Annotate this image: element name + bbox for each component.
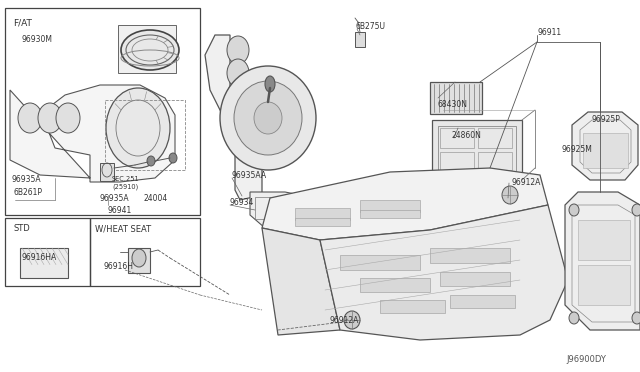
Bar [432, 120, 522, 180]
Ellipse shape [121, 30, 179, 70]
Ellipse shape [227, 59, 249, 87]
Bar [118, 25, 176, 73]
Ellipse shape [632, 204, 640, 216]
Bar [440, 128, 474, 148]
Polygon shape [572, 112, 638, 180]
Ellipse shape [56, 103, 80, 133]
Ellipse shape [227, 82, 249, 110]
Text: 24860N: 24860N [452, 131, 482, 140]
Text: 96912A: 96912A [330, 316, 360, 325]
Text: 6B275U: 6B275U [355, 22, 385, 31]
Polygon shape [262, 168, 548, 240]
Bar [360, 200, 420, 212]
Bar [355, 32, 365, 47]
Bar [440, 272, 510, 286]
Text: 96911: 96911 [537, 28, 561, 37]
Bar [360, 278, 430, 292]
Text: 96935A: 96935A [99, 194, 129, 203]
Bar [100, 163, 114, 181]
Text: 96912A: 96912A [511, 178, 540, 187]
Bar [340, 255, 420, 270]
Bar [438, 126, 516, 174]
Bar [105, 100, 185, 170]
Ellipse shape [227, 36, 249, 64]
Ellipse shape [502, 186, 518, 204]
Ellipse shape [254, 102, 282, 134]
Bar [583, 133, 628, 168]
Bar [295, 208, 350, 220]
Text: 68430N: 68430N [438, 100, 468, 109]
Text: STD: STD [13, 224, 29, 233]
Ellipse shape [632, 312, 640, 324]
Ellipse shape [169, 153, 177, 163]
Ellipse shape [38, 103, 62, 133]
Text: 24004: 24004 [143, 194, 167, 203]
Bar [90, 218, 200, 286]
Bar [276, 197, 294, 219]
Polygon shape [205, 35, 262, 200]
Text: F/AT: F/AT [13, 18, 32, 27]
Ellipse shape [147, 156, 155, 166]
Bar [5, 218, 90, 286]
Ellipse shape [344, 311, 360, 329]
Bar [578, 220, 630, 260]
Polygon shape [10, 85, 175, 182]
Bar [295, 218, 350, 226]
Text: 96941: 96941 [108, 206, 132, 215]
Text: J96900DY: J96900DY [566, 355, 606, 364]
Text: 6B261P: 6B261P [13, 188, 42, 197]
Bar [478, 128, 512, 148]
Text: W/HEAT SEAT: W/HEAT SEAT [95, 224, 151, 233]
Text: SEC.251: SEC.251 [112, 176, 140, 182]
Bar [478, 152, 512, 170]
Text: (25910): (25910) [112, 184, 138, 190]
Bar [128, 248, 150, 273]
Bar [450, 295, 515, 308]
Bar [430, 82, 482, 114]
Polygon shape [262, 228, 340, 335]
Bar [20, 248, 68, 278]
Ellipse shape [132, 249, 146, 267]
Ellipse shape [106, 88, 170, 168]
Text: 96930M: 96930M [22, 35, 53, 44]
Polygon shape [565, 192, 640, 330]
Text: 96925P: 96925P [591, 115, 620, 124]
Bar [255, 197, 273, 219]
Text: 96925M: 96925M [562, 145, 593, 154]
Text: 96935A: 96935A [12, 175, 42, 184]
Ellipse shape [265, 76, 275, 92]
Text: 96916H: 96916H [104, 262, 134, 271]
Bar [5, 8, 200, 215]
Ellipse shape [569, 204, 579, 216]
Bar [440, 152, 474, 170]
Polygon shape [320, 205, 568, 340]
Bar [430, 248, 510, 263]
Text: 96935AA: 96935AA [232, 171, 267, 180]
Bar [360, 210, 420, 218]
Bar [578, 265, 630, 305]
Polygon shape [250, 192, 300, 228]
Ellipse shape [220, 66, 316, 170]
Text: 96934: 96934 [230, 198, 254, 207]
Ellipse shape [234, 81, 302, 155]
Ellipse shape [569, 312, 579, 324]
Bar [380, 300, 445, 313]
Text: 96916HA: 96916HA [22, 253, 57, 262]
Ellipse shape [18, 103, 42, 133]
